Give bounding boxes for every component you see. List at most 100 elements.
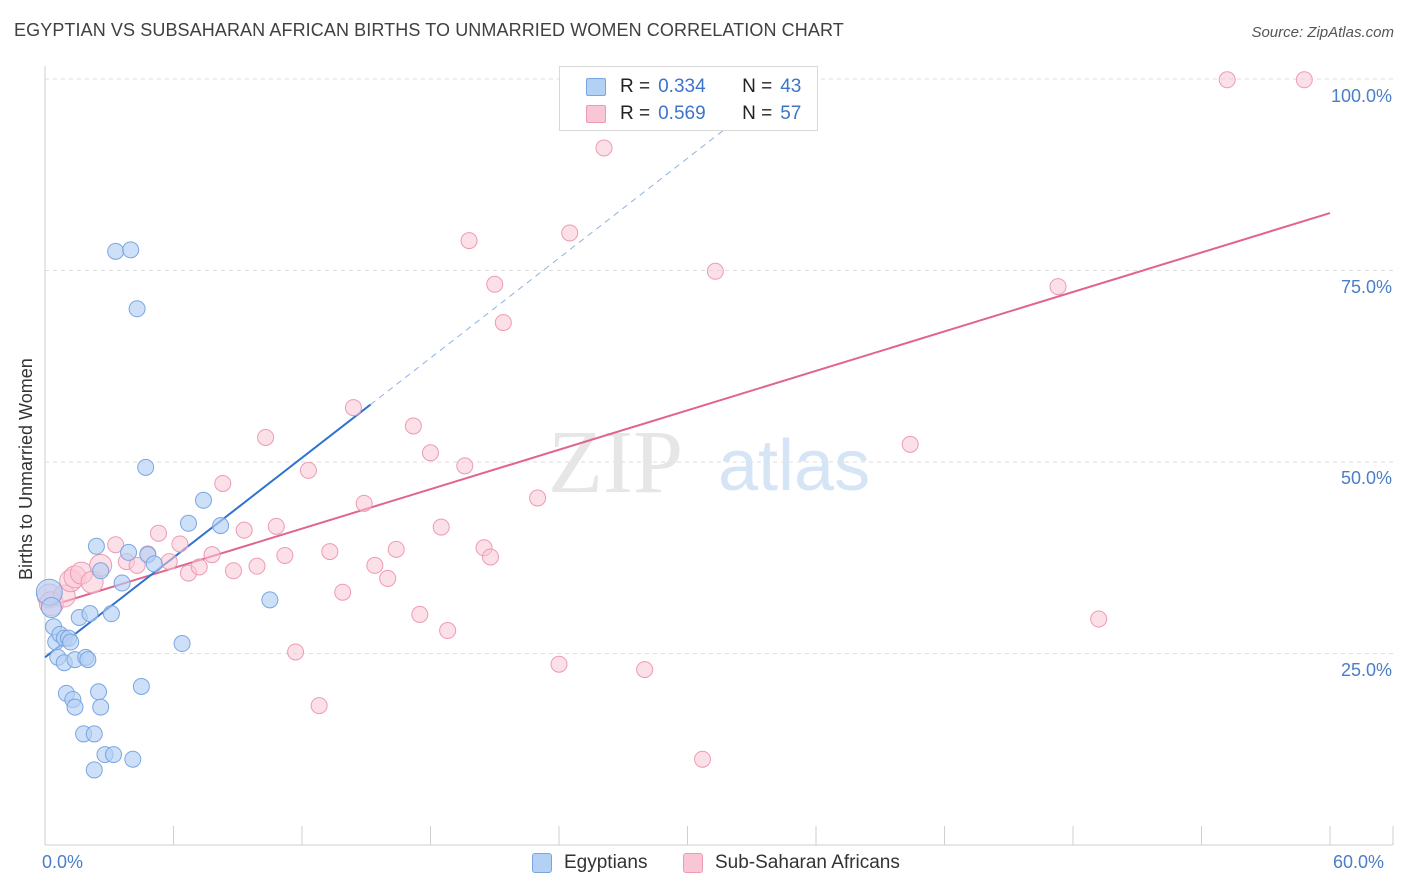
subsaharan-point xyxy=(355,494,373,512)
egyptians-point xyxy=(92,562,110,580)
subsaharan-point xyxy=(235,521,253,539)
x-tick-label: 0.0% xyxy=(42,852,84,872)
egyptians-point xyxy=(173,635,191,653)
egyptians-point xyxy=(179,514,197,532)
y-tick-label: 100.0% xyxy=(1330,86,1392,106)
egyptians-point xyxy=(81,605,99,623)
egyptians-point xyxy=(79,651,97,669)
subsaharan-legend-swatch xyxy=(683,853,703,873)
subsaharan-point xyxy=(387,540,405,558)
subsaharan-point xyxy=(439,622,457,640)
subsaharan-point xyxy=(706,262,724,280)
egyptians-point xyxy=(40,597,62,619)
subsaharan-point xyxy=(595,139,613,157)
subsaharan-point xyxy=(150,524,168,542)
egyptians-point xyxy=(85,761,103,779)
egyptians-point xyxy=(66,698,84,716)
subsaharan-point xyxy=(299,461,317,479)
legend-n-value: 43 xyxy=(780,76,802,97)
subsaharan-point xyxy=(404,417,422,435)
legend-n-label: N = xyxy=(742,103,773,124)
egyptians-point xyxy=(113,574,131,592)
subsaharan-point xyxy=(529,489,547,507)
y-tick-label: 25.0% xyxy=(1340,660,1392,680)
subsaharan-legend-label: Sub-Saharan Africans xyxy=(715,852,900,873)
legend-r-label: R = xyxy=(620,76,651,97)
trend-lines xyxy=(44,124,1331,659)
subsaharan-point xyxy=(636,661,654,679)
subsaharan-point xyxy=(422,444,439,462)
subsaharan-point xyxy=(267,517,285,535)
subsaharan-point xyxy=(334,583,352,601)
egyptians-point xyxy=(102,605,120,623)
subsaharan-point xyxy=(486,275,504,293)
stats-legend: R = 0.334 N = 43 R = 0.569 N = 57 xyxy=(559,66,818,131)
subsaharan-point xyxy=(321,543,339,561)
subsaharan-point xyxy=(494,314,512,332)
egyptians-point xyxy=(261,591,279,609)
grid-lines xyxy=(45,78,1393,654)
egyptians-legend-swatch xyxy=(532,853,552,873)
subsaharan-point xyxy=(379,569,397,587)
egyptians-point xyxy=(194,491,212,509)
subsaharan-point xyxy=(224,562,242,580)
subsaharan-point xyxy=(128,556,146,574)
subsaharan-point xyxy=(276,546,294,564)
subsaharan-swatch xyxy=(586,105,606,123)
egyptians-point xyxy=(145,555,163,573)
subsaharan-point xyxy=(107,536,125,554)
egyptians-point xyxy=(132,677,150,695)
subsaharan-point xyxy=(1090,610,1108,628)
x-tick-label: 60.0% xyxy=(1333,852,1385,872)
subsaharan-point xyxy=(257,428,275,446)
subsaharan-point xyxy=(1295,71,1313,89)
chart-title: EGYPTIAN VS SUBSAHARAN AFRICAN BIRTHS TO… xyxy=(14,20,844,40)
egyptians-swatch xyxy=(586,78,606,96)
legend-n-label: N = xyxy=(742,76,773,97)
watermark-zip: ZIP xyxy=(548,413,683,512)
subsaharan-point xyxy=(171,535,189,553)
y-tick-label: 75.0% xyxy=(1340,277,1392,297)
source-note: Source: ZipAtlas.com xyxy=(1251,24,1394,41)
legend-item-egyptians[interactable]: Egyptians xyxy=(532,852,647,874)
subsaharan-point xyxy=(1218,71,1236,89)
egyptians-point xyxy=(105,746,123,764)
subsaharan-point xyxy=(248,557,266,575)
subsaharan-point xyxy=(460,232,478,250)
subsaharan-point xyxy=(203,546,221,564)
subsaharan-point xyxy=(344,399,362,417)
subsaharan-point xyxy=(190,558,208,576)
series-legend: Egyptians Sub-Saharan Africans xyxy=(0,852,1406,878)
egyptians-trend-line xyxy=(44,403,372,659)
egyptians-trend-extension xyxy=(370,124,731,405)
subsaharan-point xyxy=(456,457,474,475)
y-axis-label: Births to Unmarried Women xyxy=(16,358,36,580)
legend-n-value: 57 xyxy=(780,103,802,124)
legend-r-value: 0.334 xyxy=(658,76,706,97)
subsaharan-trend-line xyxy=(44,212,1331,609)
egyptians-point xyxy=(212,517,230,535)
subsaharan-point xyxy=(366,556,384,574)
egyptians-point xyxy=(124,750,142,768)
egyptians-point xyxy=(128,300,146,318)
egyptians-point xyxy=(137,458,155,476)
egyptians-point xyxy=(90,683,108,701)
subsaharan-point xyxy=(310,697,328,715)
egyptians-point xyxy=(120,543,138,561)
legend-row-subsaharan: R = 0.569 N = 57 xyxy=(586,102,801,126)
legend-row-egyptians: R = 0.334 N = 43 xyxy=(586,75,801,99)
axes xyxy=(44,66,1394,846)
egyptians-legend-label: Egyptians xyxy=(564,852,648,873)
subsaharan-point xyxy=(160,553,178,571)
subsaharan-point xyxy=(561,224,579,242)
egyptians-point xyxy=(107,242,125,260)
legend-item-subsaharan[interactable]: Sub-Saharan Africans xyxy=(683,852,900,874)
watermark-atlas: atlas xyxy=(718,426,870,506)
subsaharan-point xyxy=(693,750,711,768)
subsaharan-point xyxy=(287,643,305,661)
egyptians-point xyxy=(92,698,110,716)
subsaharan-point xyxy=(432,518,450,536)
subsaharan-point xyxy=(1049,278,1067,296)
legend-r-label: R = xyxy=(620,103,651,124)
